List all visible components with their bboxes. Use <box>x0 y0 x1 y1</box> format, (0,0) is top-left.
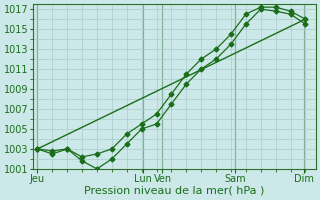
X-axis label: Pression niveau de la mer( hPa ): Pression niveau de la mer( hPa ) <box>84 186 265 196</box>
